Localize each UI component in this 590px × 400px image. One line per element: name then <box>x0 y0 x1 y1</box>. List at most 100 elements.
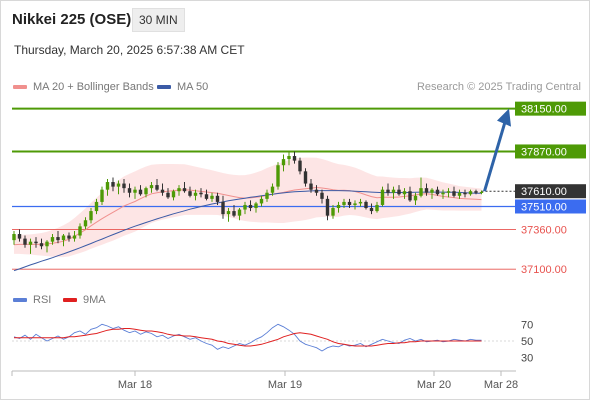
candle-body <box>254 203 258 209</box>
candle-body <box>320 192 324 199</box>
rsi-ma9-line <box>14 328 482 347</box>
level-label-1: 37870.00 <box>521 146 567 158</box>
candle-body <box>270 186 275 193</box>
candle-body <box>248 204 253 209</box>
candle-body <box>397 189 401 195</box>
legend-rsi-label: RSI <box>33 294 52 306</box>
rsi-tick-70: 70 <box>521 319 533 331</box>
legend-rsi: RSI <box>13 294 51 306</box>
candle-body <box>232 211 236 216</box>
candle-body <box>452 191 456 196</box>
candle-body <box>446 191 451 193</box>
candle-body <box>298 160 302 172</box>
candle-body <box>265 192 269 199</box>
candle-body <box>309 183 313 190</box>
candle-body <box>303 171 308 184</box>
candle-body <box>292 156 297 161</box>
legend-ma50-label: MA 50 <box>177 81 209 93</box>
candle-body <box>375 204 379 212</box>
timeframe-badge[interactable]: 30 MIN <box>132 8 185 32</box>
forecast-arrow-head-icon <box>497 108 511 127</box>
candle-body <box>408 191 412 201</box>
candle-body <box>166 192 170 198</box>
legend-ma9: 9MA <box>63 294 106 306</box>
candle-body <box>116 183 121 187</box>
candle-body <box>226 211 231 215</box>
candle-body <box>111 182 115 187</box>
candle-body <box>50 237 55 242</box>
candle-body <box>463 192 467 195</box>
candle-body <box>160 189 165 193</box>
instrument-title: Nikkei 225 (OSE) <box>12 11 132 28</box>
ma9-swatch-icon <box>63 298 77 303</box>
candle-body <box>342 201 346 205</box>
rsi-tick-50: 50 <box>521 336 533 348</box>
x-tick-label-1: Mar 19 <box>268 379 302 391</box>
candle-body <box>39 243 44 247</box>
candle-body <box>243 204 247 210</box>
candle-body <box>402 191 407 195</box>
candle-body <box>177 188 181 192</box>
candle-body <box>89 211 93 221</box>
candle-body <box>281 159 286 166</box>
candle-body <box>336 204 341 209</box>
candle-body <box>314 189 319 193</box>
level-label-bg-0 <box>515 101 586 116</box>
candle-body <box>94 201 99 212</box>
candle-body <box>199 192 203 195</box>
candle-body <box>144 188 148 195</box>
candle-body <box>479 191 484 193</box>
candle-body <box>386 189 390 193</box>
candle-body <box>45 241 49 247</box>
candle-body <box>325 198 330 216</box>
candle-body <box>215 195 220 202</box>
bollinger-band <box>14 157 482 258</box>
candle-body <box>155 185 159 190</box>
candle-body <box>358 201 363 204</box>
candle-body <box>72 235 77 239</box>
candle-body <box>424 188 429 193</box>
candle-body <box>149 185 154 189</box>
candle-body <box>221 201 225 215</box>
candle-body <box>430 189 434 193</box>
candle-body <box>331 208 335 216</box>
candle-body <box>204 194 209 199</box>
candle-body <box>441 192 445 195</box>
candle-body <box>353 203 357 205</box>
candle-body <box>276 165 280 187</box>
x-tick-label-2: Mar 20 <box>417 379 451 391</box>
candle-body <box>369 208 374 212</box>
candle-body <box>474 191 478 193</box>
candle-body <box>28 241 33 245</box>
legend-ma20-label: MA 20 + Bollinger Bands <box>33 81 154 93</box>
candle-body <box>188 191 192 196</box>
candle-body <box>56 237 60 241</box>
candle-body <box>287 156 291 160</box>
candle-body <box>171 191 176 198</box>
candle-body <box>127 188 132 193</box>
level-label-5: 37100.00 <box>521 264 567 276</box>
candle-body <box>133 189 137 193</box>
chart-datetime: Thursday, March 20, 2025 6:57:38 AM CET <box>14 43 245 57</box>
legend-ma50: MA 50 <box>157 81 208 93</box>
candle-body <box>457 192 462 196</box>
ma20-swatch-icon <box>13 85 27 90</box>
candle-body <box>34 241 38 244</box>
candle-body <box>138 189 143 195</box>
candle-body <box>78 226 82 236</box>
candle-body <box>122 183 126 189</box>
candle-body <box>193 192 198 196</box>
candle-body <box>259 198 264 204</box>
forecast-arrow-shaft <box>483 118 508 192</box>
chart-header: Nikkei 225 (OSE) 30 MIN <box>1 1 589 37</box>
level-label-4: 37360.00 <box>521 224 567 236</box>
candle-body <box>391 189 396 193</box>
candle-body <box>364 201 368 209</box>
candle-body <box>83 220 88 227</box>
level-label-bg-2 <box>515 184 586 199</box>
candle-body <box>347 201 352 205</box>
candle-body <box>413 195 418 201</box>
rsi-line <box>13 323 482 352</box>
